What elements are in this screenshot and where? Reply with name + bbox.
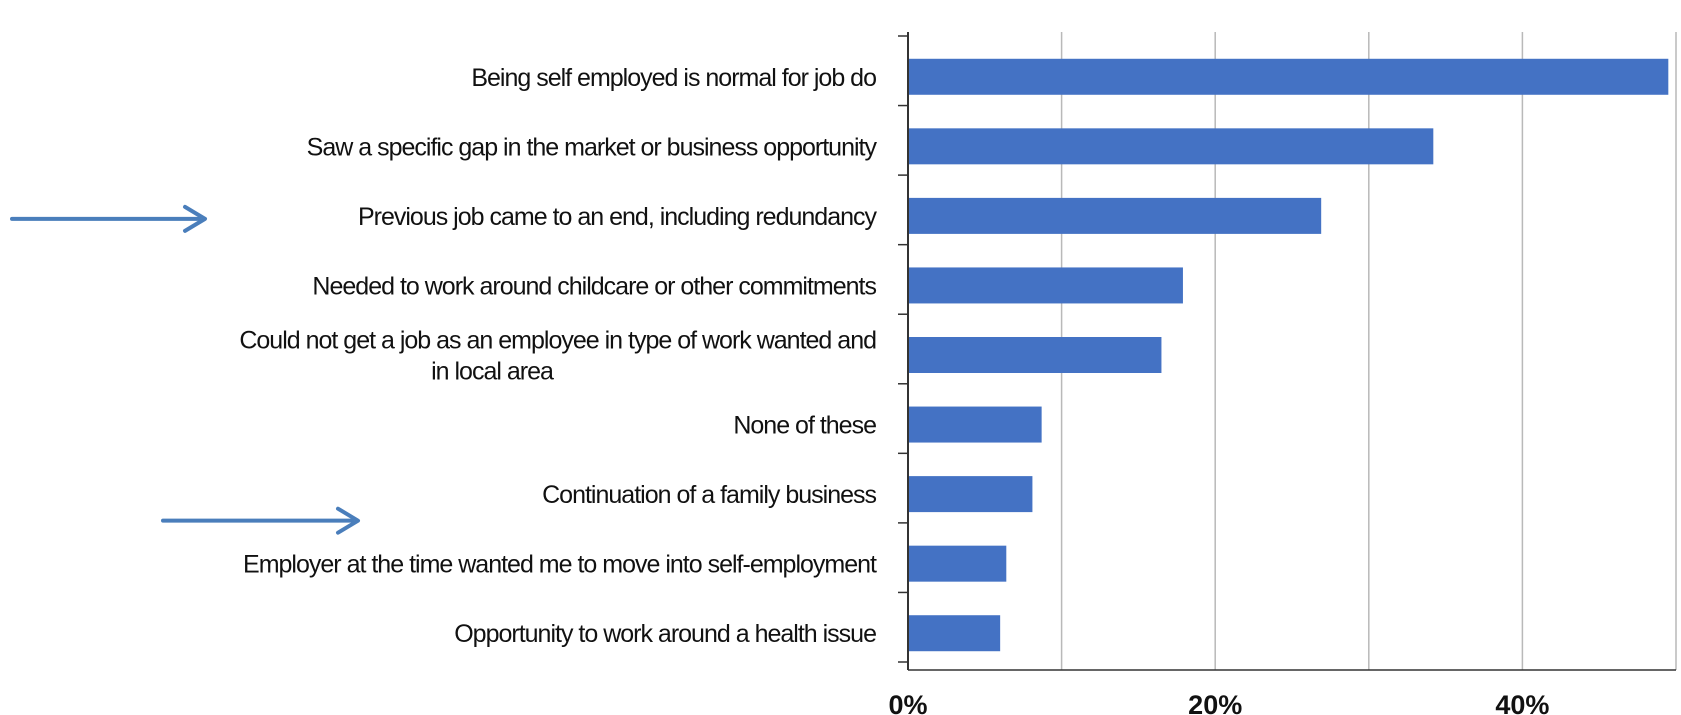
category-label-8: Opportunity to work around a health issu… — [454, 620, 876, 648]
tick-labels: 0% 20% 40% — [888, 690, 1549, 715]
category-label-4-line-1: in local area — [431, 358, 554, 386]
bar-0 — [908, 58, 1669, 95]
category-label-0: Being self employed is normal for job do — [471, 64, 876, 92]
arrow-head-0 — [183, 204, 207, 233]
x-tick-label-2: 40% — [1495, 690, 1549, 715]
category-label-6: Continuation of a family business — [542, 481, 876, 509]
bar-8 — [908, 615, 1001, 652]
bar-6 — [908, 476, 1033, 513]
category-labels: Being self employed is normal for job do… — [239, 64, 878, 648]
category-label-7: Employer at the time wanted me to move i… — [243, 551, 877, 579]
bar-1 — [908, 128, 1434, 165]
bar-3 — [908, 267, 1183, 304]
category-label-2: Previous job came to an end, including r… — [358, 203, 878, 231]
bar-5 — [908, 406, 1042, 443]
category-label-3: Needed to work around childcare or other… — [312, 272, 876, 300]
x-tick-label-1: 20% — [1188, 690, 1242, 715]
value-axis — [898, 32, 1676, 671]
category-label-5: None of these — [733, 412, 876, 440]
bars — [908, 58, 1669, 652]
annotation-arrows — [10, 204, 360, 535]
bar-7 — [908, 545, 1007, 582]
category-label-4-line-0: Could not get a job as an employee in ty… — [239, 327, 876, 355]
bar-2 — [908, 197, 1322, 234]
bar-4 — [908, 337, 1162, 373]
x-tick-label-0: 0% — [888, 690, 927, 715]
category-label-1: Saw a specific gap in the market or busi… — [307, 133, 878, 161]
arrow-head-1 — [336, 506, 360, 535]
